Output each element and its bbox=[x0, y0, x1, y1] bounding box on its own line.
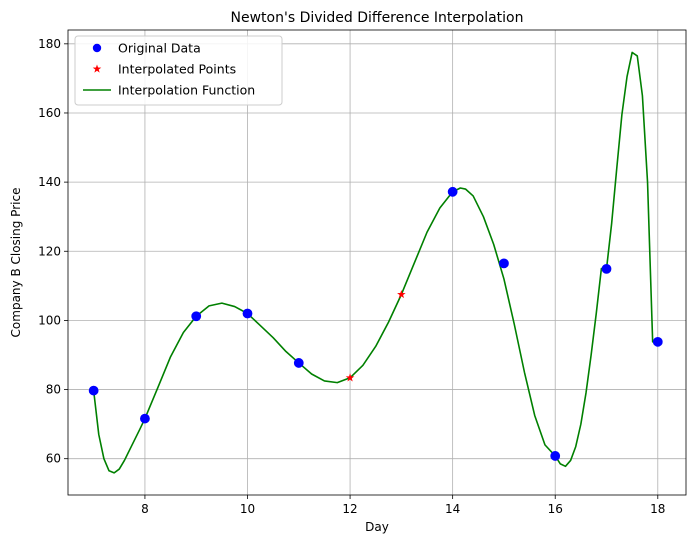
x-axis-label: Day bbox=[365, 520, 389, 534]
y-tick-label: 160 bbox=[38, 106, 61, 120]
legend-label: Interpolated Points bbox=[118, 62, 236, 77]
original-data-point bbox=[550, 451, 561, 461]
grid bbox=[68, 30, 686, 495]
x-tick-label: 14 bbox=[445, 502, 460, 516]
legend: Original Data Interpolated Points Interpol… bbox=[74, 35, 283, 106]
y-axis-label: Company B Closing Price bbox=[9, 188, 23, 338]
y-tick-label: 140 bbox=[38, 175, 61, 189]
legend-box bbox=[74, 35, 283, 106]
y-tick-label: 180 bbox=[38, 37, 61, 51]
original-data-point bbox=[88, 385, 99, 396]
chart-title: Newton's Divided Difference Interpolatio… bbox=[231, 10, 524, 26]
y-tick-label: 100 bbox=[38, 313, 61, 327]
plot-series bbox=[88, 51, 663, 474]
interpolated-point bbox=[397, 289, 406, 299]
interpolation-function-line bbox=[92, 51, 658, 474]
legend-label: Interpolation Function bbox=[118, 83, 255, 98]
original-data-point bbox=[191, 311, 202, 322]
y-tick-label: 80 bbox=[46, 383, 61, 397]
y-tick-label: 60 bbox=[46, 452, 61, 466]
original-data-point bbox=[242, 308, 253, 319]
original-data-point bbox=[601, 263, 612, 274]
legend-star-swatch bbox=[92, 64, 102, 73]
original-data-point bbox=[140, 413, 150, 424]
axis-ticks: 8 10 12 14 16 18 60 80 100 120 140 160 180 bbox=[38, 37, 665, 516]
x-tick-label: 18 bbox=[650, 502, 665, 516]
original-data-point bbox=[293, 358, 304, 368]
plot-area-frame bbox=[67, 29, 687, 496]
original-data-point bbox=[499, 258, 509, 269]
original-data-point bbox=[447, 186, 458, 197]
original-data-point bbox=[652, 336, 663, 347]
interpolated-point bbox=[345, 373, 355, 382]
legend-circle-swatch bbox=[92, 43, 102, 53]
x-tick-label: 10 bbox=[240, 502, 255, 516]
x-tick-label: 8 bbox=[141, 502, 149, 516]
y-tick-label: 120 bbox=[38, 244, 61, 258]
legend-label: Original Data bbox=[118, 41, 201, 56]
x-tick-label: 12 bbox=[342, 502, 357, 516]
x-tick-label: 16 bbox=[548, 502, 563, 516]
